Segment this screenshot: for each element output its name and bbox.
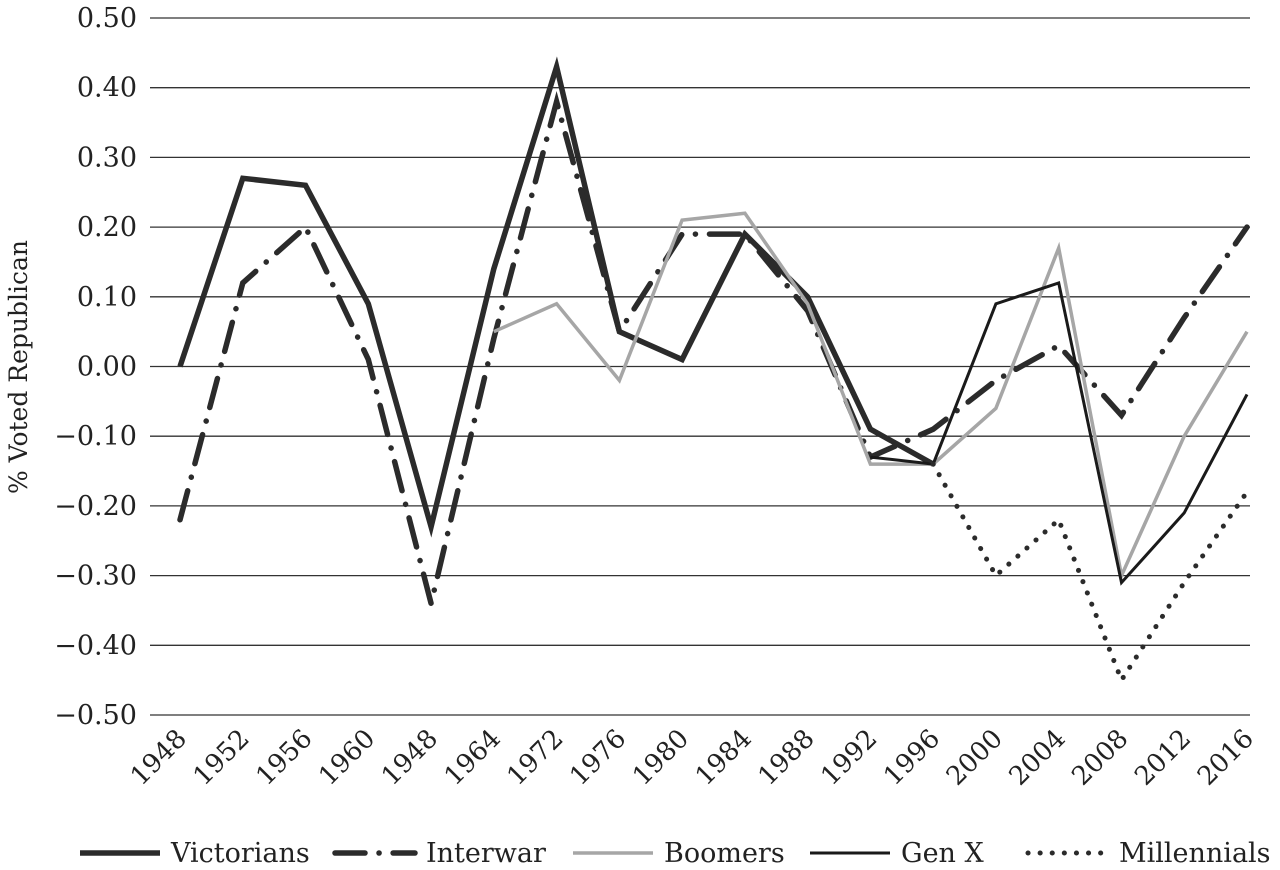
x-tick-label: 2016: [1192, 724, 1260, 792]
legend-label: Boomers: [664, 838, 785, 869]
y-tick-label: −0.20: [54, 491, 137, 522]
x-tick-label: 1984: [690, 724, 758, 792]
legend-label: Millennials: [1119, 838, 1271, 869]
series-line-victorians: [177, 56, 935, 538]
y-tick-label: −0.10: [54, 421, 137, 452]
x-tick-label: 1948: [125, 724, 193, 792]
x-tick-label: 1992: [815, 724, 883, 792]
x-tick-label: 1956: [250, 724, 318, 792]
x-tick-label: 2004: [1004, 724, 1072, 792]
x-tick-label: 2012: [1129, 724, 1197, 792]
x-tick-label: 1964: [439, 724, 507, 792]
gridlines: [150, 17, 1250, 716]
x-tick-label: 1976: [564, 724, 632, 792]
y-tick-label: 0.50: [77, 3, 137, 34]
y-tick-labels: 0.50 0.40 0.30 0.20 0.10 0.00 −0.10 −0.20 −0.30 −…: [54, 3, 137, 731]
y-tick-label: 0.20: [77, 212, 137, 243]
y-tick-label: 0.00: [77, 352, 137, 383]
legend-label: Gen X: [901, 838, 985, 869]
legend: Victorians Interwar Boomers Gen X Millennial…: [80, 838, 1271, 869]
y-tick-label: 0.10: [77, 282, 137, 313]
series-line-interwar: [177, 91, 1250, 605]
series-lines: [177, 56, 1250, 686]
y-axis-label: % Voted Republican: [4, 240, 33, 494]
x-tick-labels: 1948195219561960194819641972197619801984…: [125, 724, 1260, 792]
x-tick-label: 2000: [941, 724, 1009, 792]
x-tick-label: 1952: [188, 724, 256, 792]
y-tick-label: −0.30: [54, 561, 137, 592]
y-tick-label: −0.50: [54, 700, 137, 731]
x-tick-label: 1972: [502, 724, 570, 792]
legend-label: Victorians: [170, 838, 310, 869]
x-tick-label: 1988: [753, 724, 821, 792]
x-tick-label: 2008: [1066, 724, 1134, 792]
legend-label: Interwar: [426, 838, 546, 869]
y-tick-label: 0.40: [77, 73, 137, 104]
x-tick-label: 1996: [878, 724, 946, 792]
series-line-millennials: [930, 461, 1250, 686]
x-tick-label: 1980: [627, 724, 695, 792]
y-tick-label: 0.30: [77, 142, 137, 173]
x-tick-label: 1948: [376, 724, 444, 792]
x-tick-label: 1960: [313, 724, 381, 792]
y-tick-label: −0.40: [54, 630, 137, 661]
